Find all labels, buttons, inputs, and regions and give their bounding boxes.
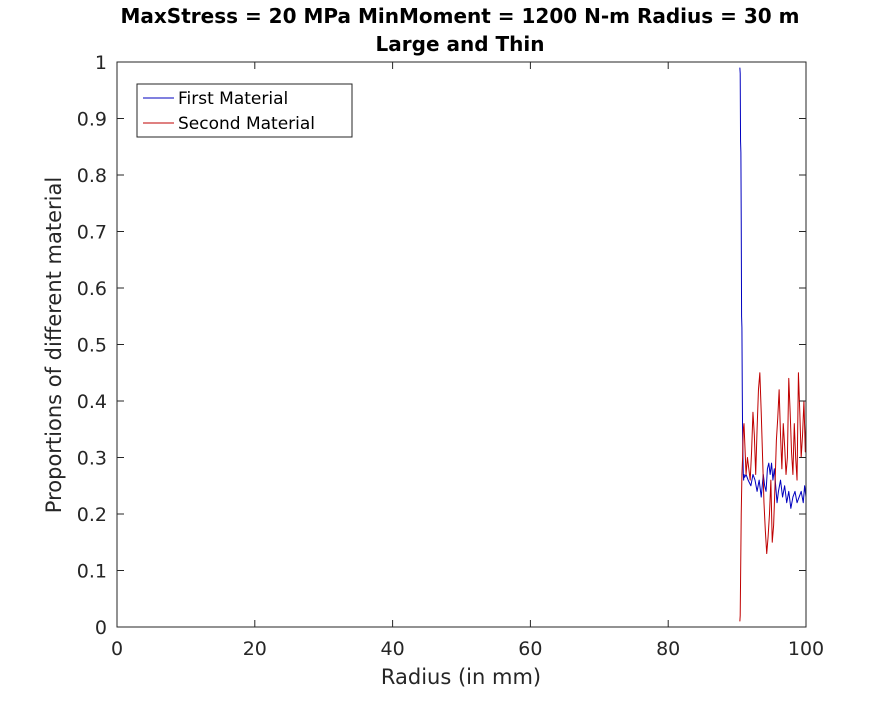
y-tick-label: 0.2: [77, 504, 107, 526]
y-axis-label: Proportions of different material: [42, 177, 66, 513]
y-tick-label: 0.1: [77, 561, 107, 583]
y-tick-label: 0.5: [77, 335, 107, 357]
x-tick-label: 60: [518, 638, 542, 660]
series-line-first-material: [739, 67, 807, 509]
chart-subtitle: Large and Thin: [376, 32, 545, 56]
x-axis: 0 20 40 60 80 100: [111, 62, 824, 660]
series-line-second-material: [739, 372, 807, 622]
plot-area: [117, 62, 806, 627]
legend: First Material Second Material: [136, 83, 353, 138]
x-axis-label: Radius (in mm): [381, 665, 541, 689]
y-axis: 0 0.1 0.2 0.3 0.4 0.5 0.6 0.7 0.8 0.9 1: [77, 52, 806, 639]
chart-title: MaxStress = 20 MPa MinMoment = 1200 N-m …: [121, 4, 800, 28]
legend-box: [136, 83, 353, 138]
y-tick-label: 1: [95, 52, 107, 74]
y-tick-label: 0.7: [77, 222, 107, 244]
series-layer: [739, 67, 807, 622]
y-tick-label: 0.4: [77, 391, 107, 413]
x-tick-label: 80: [656, 638, 680, 660]
x-tick-label: 20: [243, 638, 267, 660]
legend-label-first-material: First Material: [178, 89, 288, 109]
y-tick-label: 0.6: [77, 278, 107, 300]
y-tick-label: 0.9: [77, 109, 107, 131]
y-tick-label: 0: [95, 617, 107, 639]
y-tick-label: 0.3: [77, 448, 107, 470]
x-tick-label: 0: [111, 638, 123, 660]
x-tick-label: 100: [788, 638, 824, 660]
y-tick-label: 0.8: [77, 165, 107, 187]
legend-label-second-material: Second Material: [178, 114, 315, 134]
x-tick-label: 40: [381, 638, 405, 660]
